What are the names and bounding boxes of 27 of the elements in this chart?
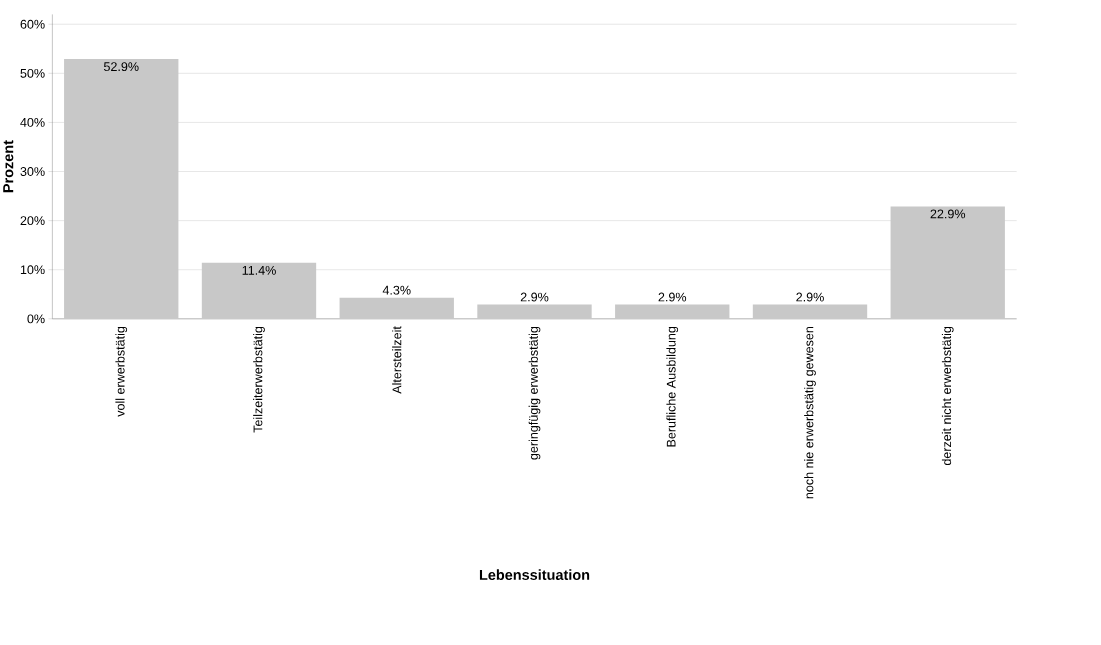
y-tick-label: 0% (27, 314, 45, 324)
y-tick-label: 40% (20, 117, 45, 127)
y-axis-title: Prozent (3, 140, 14, 192)
bar (477, 304, 592, 319)
y-tick-label: 10% (20, 265, 45, 274)
data-label: 22.9% (930, 209, 966, 219)
y-tick-label: 50% (20, 68, 45, 78)
y-tick-label: 20% (20, 215, 45, 225)
x-tick-label: Altersteilzeit (392, 326, 402, 394)
data-label: 2.9% (796, 292, 824, 302)
x-axis-title: Lebenssituation (479, 569, 590, 580)
bar (339, 297, 454, 319)
y-tick-label: 30% (20, 166, 45, 176)
y-tick-label: 60% (20, 19, 45, 29)
x-tick-label: derzeit nicht erwerbstätig (941, 326, 954, 465)
bar (615, 304, 730, 319)
x-tick-label: noch nie erwerbstätig gewesen (804, 326, 816, 499)
data-label: 2.9% (520, 292, 549, 302)
data-label: 4.3% (382, 285, 411, 295)
x-tick-label: voll erwerbstätig (115, 326, 128, 417)
x-tick-label: Teilzeiterwerbstätig (253, 326, 265, 433)
x-tick-label: Berufliche Ausbildung (666, 326, 679, 447)
bar (752, 304, 868, 319)
data-label: 11.4% (242, 265, 276, 275)
data-label: 52.9% (103, 61, 139, 71)
x-tick-label: geringfügig erwerbstätig (528, 326, 541, 460)
data-label: 2.9% (658, 292, 687, 302)
